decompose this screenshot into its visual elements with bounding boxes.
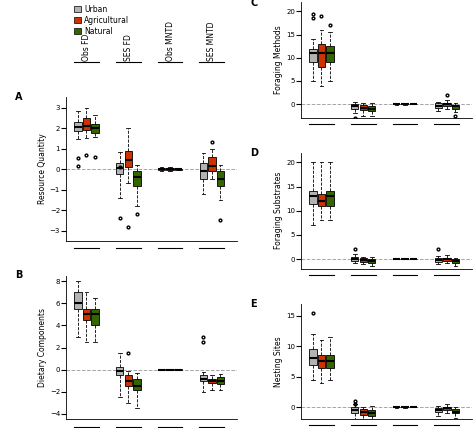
PathPatch shape bbox=[360, 258, 367, 262]
PathPatch shape bbox=[74, 292, 82, 309]
PathPatch shape bbox=[158, 369, 165, 370]
PathPatch shape bbox=[452, 409, 459, 413]
PathPatch shape bbox=[91, 124, 99, 133]
PathPatch shape bbox=[318, 355, 325, 368]
PathPatch shape bbox=[309, 48, 317, 62]
PathPatch shape bbox=[133, 171, 140, 186]
PathPatch shape bbox=[368, 410, 375, 416]
PathPatch shape bbox=[351, 407, 358, 413]
PathPatch shape bbox=[326, 355, 334, 368]
PathPatch shape bbox=[368, 259, 375, 263]
Legend: Urban, Agricultural, Natural: Urban, Agricultural, Natural bbox=[73, 5, 129, 36]
Text: B: B bbox=[15, 270, 23, 280]
PathPatch shape bbox=[318, 44, 325, 67]
Text: Obs MNTD: Obs MNTD bbox=[165, 21, 174, 61]
PathPatch shape bbox=[200, 163, 207, 179]
PathPatch shape bbox=[83, 118, 90, 130]
Y-axis label: Dietary Components: Dietary Components bbox=[38, 308, 47, 387]
PathPatch shape bbox=[83, 309, 90, 320]
PathPatch shape bbox=[217, 377, 224, 384]
PathPatch shape bbox=[166, 168, 174, 170]
Text: C: C bbox=[250, 0, 257, 8]
Text: E: E bbox=[250, 299, 257, 309]
PathPatch shape bbox=[74, 122, 82, 131]
PathPatch shape bbox=[435, 408, 442, 412]
PathPatch shape bbox=[208, 157, 216, 171]
Y-axis label: Resource Quantity: Resource Quantity bbox=[38, 134, 47, 205]
PathPatch shape bbox=[116, 368, 124, 375]
PathPatch shape bbox=[351, 257, 358, 261]
Y-axis label: Foraging Substrates: Foraging Substrates bbox=[274, 172, 283, 250]
PathPatch shape bbox=[452, 104, 459, 109]
PathPatch shape bbox=[326, 46, 334, 62]
PathPatch shape bbox=[443, 407, 451, 410]
PathPatch shape bbox=[360, 105, 367, 110]
Text: SES FD: SES FD bbox=[124, 34, 133, 61]
PathPatch shape bbox=[125, 375, 132, 386]
PathPatch shape bbox=[435, 258, 442, 262]
PathPatch shape bbox=[166, 369, 174, 370]
PathPatch shape bbox=[326, 191, 334, 206]
Text: SES MNTD: SES MNTD bbox=[207, 22, 216, 61]
PathPatch shape bbox=[309, 349, 317, 365]
Text: A: A bbox=[15, 92, 23, 101]
PathPatch shape bbox=[435, 103, 442, 108]
PathPatch shape bbox=[116, 163, 124, 174]
PathPatch shape bbox=[309, 191, 317, 204]
PathPatch shape bbox=[443, 103, 451, 107]
Y-axis label: Foraging Methods: Foraging Methods bbox=[274, 26, 283, 95]
PathPatch shape bbox=[208, 378, 216, 383]
PathPatch shape bbox=[200, 375, 207, 381]
PathPatch shape bbox=[133, 378, 140, 389]
PathPatch shape bbox=[443, 258, 451, 261]
PathPatch shape bbox=[318, 194, 325, 206]
PathPatch shape bbox=[452, 259, 459, 263]
Text: Obs FD: Obs FD bbox=[82, 34, 91, 61]
Y-axis label: Nesting Sites: Nesting Sites bbox=[274, 336, 283, 387]
Text: D: D bbox=[250, 148, 258, 158]
PathPatch shape bbox=[351, 104, 358, 109]
PathPatch shape bbox=[368, 107, 375, 111]
PathPatch shape bbox=[91, 309, 99, 325]
PathPatch shape bbox=[217, 171, 224, 186]
PathPatch shape bbox=[175, 369, 182, 370]
PathPatch shape bbox=[125, 151, 132, 167]
PathPatch shape bbox=[360, 409, 367, 415]
PathPatch shape bbox=[158, 168, 165, 170]
